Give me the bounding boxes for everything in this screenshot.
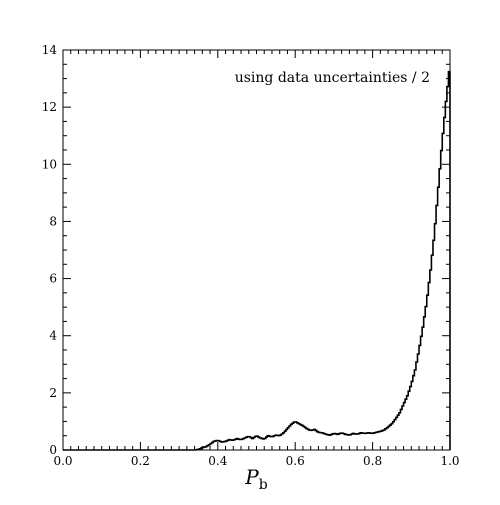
x-axis-label: Pb	[244, 465, 267, 493]
y-tick-label: 2	[49, 386, 57, 400]
y-tick-label: 14	[42, 43, 58, 57]
x-axis-label-subscript: b	[259, 477, 268, 493]
y-tick-label: 6	[49, 272, 57, 286]
histogram-step-line	[63, 70, 451, 451]
x-tick-label: 0.0	[53, 454, 72, 468]
x-tick-label: 1.0	[440, 454, 459, 468]
annotation-text: using data uncertainties / 2	[235, 70, 430, 86]
y-tick-label: 4	[49, 329, 57, 343]
y-tick-label: 8	[49, 214, 57, 228]
x-tick-label: 0.4	[208, 454, 227, 468]
plot-frame	[62, 49, 451, 451]
x-axis-label-main: P	[244, 465, 259, 489]
x-tick-label: 0.2	[131, 454, 150, 468]
y-tick-label: 12	[42, 100, 57, 114]
y-tick-label: 0	[49, 443, 57, 457]
x-tick-label: 0.8	[363, 454, 382, 468]
y-tick-label: 10	[42, 157, 57, 171]
ticks-layer	[62, 49, 451, 451]
tick-labels-layer: 0.0 0.2 0.4 0.6 0.8 1.0 0 2 4 6 8 10 12 14	[42, 43, 460, 468]
x-tick-label: 0.6	[286, 454, 305, 468]
